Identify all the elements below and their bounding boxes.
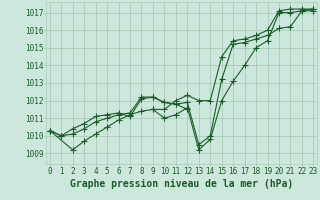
X-axis label: Graphe pression niveau de la mer (hPa): Graphe pression niveau de la mer (hPa) (70, 179, 293, 189)
